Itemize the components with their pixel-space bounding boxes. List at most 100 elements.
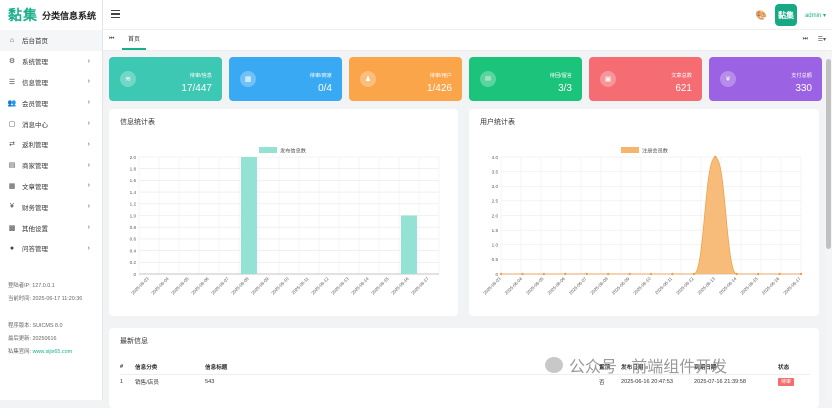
sidebar-item-4[interactable]: ▢ 消息中心 › [0, 113, 102, 134]
sidebar-item-6[interactable]: ▤ 商家管理 › [0, 155, 102, 176]
data-point [564, 272, 567, 276]
sidebar-item-10[interactable]: ● 问答管理 › [0, 238, 102, 259]
store-icon: ▦ [240, 71, 256, 87]
tab-options-icon[interactable]: ☰▾ [817, 37, 826, 43]
chat-icon: ● [9, 244, 15, 252]
y-tick-label: 1.4 [130, 190, 137, 195]
sidebar-item-1[interactable]: ⚙ 系统管理 › [0, 51, 102, 72]
col-published-label: 发布日期 [621, 365, 644, 372]
menu-toggle-icon[interactable] [111, 10, 120, 18]
x-tick-label: 2025-06-10 [270, 276, 290, 296]
sidebar-item-label: 问答管理 [22, 246, 48, 254]
info-bar-chart: 发布信息数 0 0.2 0.4 0.6 0.8 1.0 1.2 1.4 1.6 1.8 2.0 2025… [130, 147, 440, 296]
y-tick-label: 0.8 [130, 225, 137, 230]
y-tick-label: 3.5 [492, 169, 499, 174]
stat-card-5[interactable]: ¥ 支付总额 330 [709, 57, 822, 101]
stat-card-label: 待回/留言 [549, 73, 572, 79]
sidebar-item-2[interactable]: ☰ 信息管理 › [0, 72, 102, 93]
y-tick-label: 0.5 [492, 257, 499, 262]
stat-card-label: 待审/信息 [189, 73, 212, 79]
tab-scroll-left-icon[interactable]: ⏮ [109, 36, 115, 42]
legend-swatch [259, 147, 277, 153]
user-menu[interactable]: admin ▾ [804, 12, 826, 19]
series-line [501, 156, 801, 275]
system-info: 登陆者IP: 127.0.0.1 当前时间: 2025-06-17 11:20:… [8, 280, 82, 306]
sidebar-item-label: 其他设置 [22, 225, 48, 233]
row-title[interactable]: 543 [205, 373, 599, 389]
x-tick-label: 2025-06-07 [568, 276, 588, 296]
grid-icon: ▩ [8, 224, 16, 232]
y-tick-label: 1.0 [130, 213, 137, 218]
logo[interactable]: 黏集 分类信息系统 [0, 0, 102, 30]
stat-card-1[interactable]: ▦ 待审/商家 0/4 [229, 57, 342, 101]
x-tick-label: 2025-06-11 [291, 276, 311, 296]
comment-icon: ✉ [480, 71, 496, 87]
x-tick-label: 2025-06-03 [482, 276, 502, 296]
tab-home[interactable]: 首页 [122, 30, 147, 50]
sidebar-item-7[interactable]: ▦ 文章管理 › [0, 176, 102, 197]
sort-icon[interactable]: ≡ [644, 365, 649, 372]
chevron-right-icon: › [87, 120, 90, 128]
sidebar-item-label: 文章管理 [22, 183, 48, 191]
page-scrollbar[interactable] [825, 51, 832, 400]
data-point [585, 272, 588, 276]
area-fill [501, 157, 801, 274]
stat-cards: ≋ 待审/信息 17/447 ▦ 待审/商家 0/4 ♟ 待审/用户 1/426 ✉ 待回/留言 3/… [109, 57, 822, 101]
share-icon: ⇄ [9, 141, 15, 149]
last-updated: 最后更新: 20250616 [8, 336, 57, 342]
stat-card-value: 3/3 [558, 83, 572, 94]
sidebar-item-8[interactable]: ¥ 财务管理 › [0, 196, 102, 217]
program-version: 程序版本: SUICMS 8.0 [8, 323, 63, 329]
stat-card-value: 0/4 [318, 83, 332, 94]
version-info: 程序版本: SUICMS 8.0 最后更新: 20250616 私集官网: ww… [8, 320, 72, 359]
col-published[interactable]: 发布日期 ≡ [621, 361, 694, 374]
chevron-right-icon: › [87, 99, 90, 107]
stat-card-4[interactable]: ▣ 文章总数 621 [589, 57, 702, 101]
brand-logo: 黏集 [8, 8, 38, 24]
col-category: 信息分类 [135, 365, 158, 372]
sidebar-item-0[interactable]: ⌂ 后台首页 [0, 30, 102, 51]
avatar[interactable]: 黏集 [774, 4, 797, 26]
info-stats-title: 信息统计表 [120, 119, 155, 126]
x-tick-label: 2025-06-17 [410, 276, 430, 296]
y-tick-label: 3.0 [492, 184, 499, 189]
col-status: 状态 [778, 365, 790, 372]
stat-card-0[interactable]: ≋ 待审/信息 17/447 [109, 57, 222, 101]
sidebar-item-3[interactable]: 👥 会员管理 › [0, 92, 102, 113]
data-point [521, 272, 524, 276]
user-name: admin [804, 12, 822, 19]
y-tick-label: 0 [495, 272, 498, 277]
y-tick-label: 2.0 [130, 155, 137, 160]
x-tick-label: 2025-06-12 [310, 276, 330, 296]
users-icon: 👥 [7, 99, 17, 107]
x-tick-label: 2025-06-08 [589, 276, 609, 296]
sidebar-item-label: 返利管理 [22, 142, 48, 150]
x-tick-label: 2025-06-13 [330, 276, 350, 296]
chevron-right-icon: › [87, 203, 90, 211]
table-row[interactable]: 1 销售/店员 543 否 2025-06-16 20:47:53 2025-0… [120, 373, 810, 389]
row-category: 销售/店员 [135, 373, 205, 389]
stat-card-3[interactable]: ✉ 待回/留言 3/3 [469, 57, 582, 101]
row-top: 否 [599, 373, 621, 389]
sidebar-item-label: 商家管理 [22, 163, 48, 171]
col-no: # [120, 364, 124, 371]
data-point [756, 272, 760, 276]
stat-card-label: 待审/用户 [429, 73, 452, 79]
scrollbar-thumb[interactable] [826, 59, 831, 249]
x-tick-label: 2025-06-16 [761, 276, 781, 296]
palette-icon[interactable]: 🎨 [755, 9, 767, 20]
sidebar-item-label: 系统管理 [22, 59, 48, 67]
x-tick-label: 2025-06-14 [718, 276, 738, 296]
sidebar-nav: ⌂ 后台首页 ⚙ 系统管理 › ☰ 信息管理 › 👥 会员管理 › ▢ 消息中心 › ⇄ 返利管理 › ▤ 商家管理… [0, 30, 102, 259]
tab-scroll-right-icon[interactable]: ⏭ [802, 36, 808, 42]
sidebar-item-5[interactable]: ⇄ 返利管理 › [0, 134, 102, 155]
info-stats-panel: 信息统计表 发布信息数 0 0.2 0.4 0.6 0.8 1.0 1.2 1.4 1.6 1.8 2… [109, 109, 458, 316]
latest-info-table: # 信息分类 信息标题 置顶 发布日期 ≡ 到期日期 状态 1 销售/店员 54… [120, 361, 810, 389]
stat-card-2[interactable]: ♟ 待审/用户 1/426 [349, 57, 462, 101]
data-point [692, 272, 696, 276]
sidebar-item-9[interactable]: ▩ 其他设置 › [0, 217, 102, 238]
chevron-right-icon: › [87, 57, 90, 65]
x-tick-label: 2025-06-16 [390, 276, 410, 296]
site-link[interactable]: www.sijix65.com [32, 349, 73, 355]
row-published: 2025-06-16 20:47:53 [621, 373, 694, 389]
